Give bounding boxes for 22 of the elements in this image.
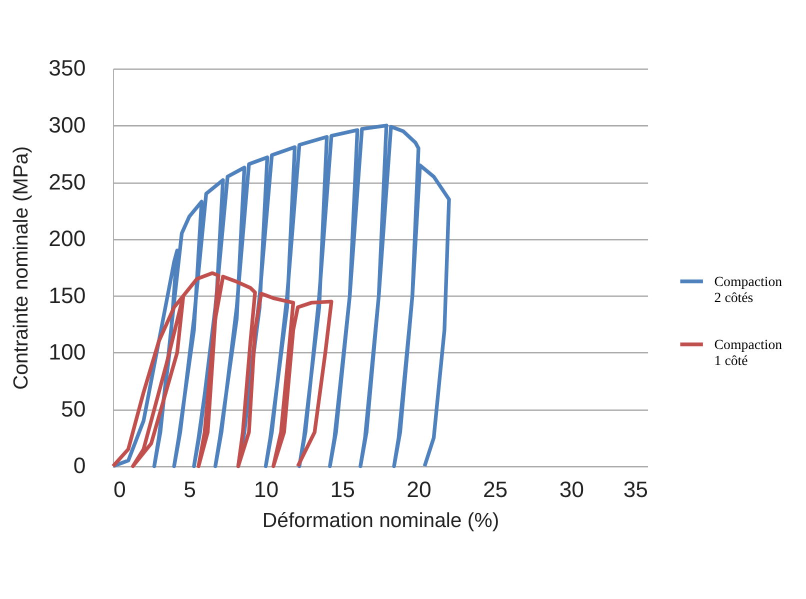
x-tick-label: 10 (254, 477, 279, 502)
x-tick-label: 15 (330, 477, 355, 502)
x-tick-label: 25 (482, 477, 508, 502)
x-tick-label: 35 (623, 477, 648, 502)
line-series (111, 271, 334, 468)
y-axis-title: Contrainte nominale (MPa) (10, 146, 32, 390)
x-tick-label: 0 (113, 477, 126, 502)
y-tick-label: 250 (48, 169, 86, 194)
y-tick-label: 350 (48, 56, 86, 81)
y-tick-label: 0 (73, 453, 86, 478)
x-tick-label: 30 (559, 477, 584, 502)
y-tick-label: 50 (60, 396, 86, 422)
y-tick-label: 150 (48, 282, 86, 308)
x-tick-label: 20 (406, 477, 432, 502)
y-tick-label: 100 (48, 340, 86, 365)
x-axis-title: Déformation nominale (%) (262, 510, 500, 532)
y-tick-label: 200 (48, 226, 86, 252)
legend-label: Compaction 2 côtés (714, 275, 782, 306)
legend-label: Compaction 1 côté (714, 338, 782, 369)
line-series (111, 124, 451, 468)
x-tick-label: 5 (184, 477, 196, 502)
y-tick-label: 300 (48, 112, 86, 138)
